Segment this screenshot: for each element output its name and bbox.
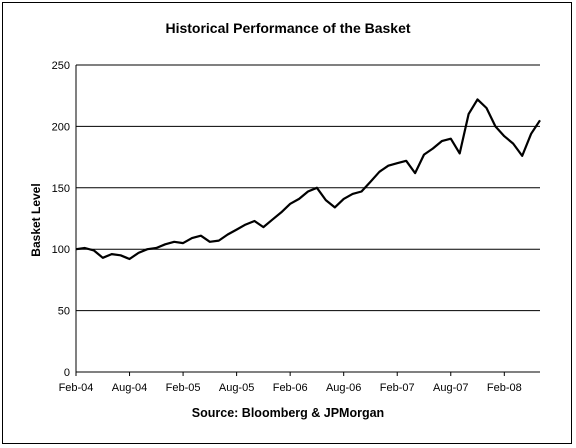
chart-frame [2, 2, 572, 444]
x-tick-label: Feb-07 [380, 382, 415, 394]
y-tick-label: 0 [64, 367, 70, 379]
x-tick-label: Feb-04 [59, 382, 94, 394]
chart-title: Historical Performance of the Basket [165, 20, 411, 36]
x-tick-label: Feb-05 [166, 382, 201, 394]
y-tick-label: 100 [52, 244, 70, 256]
y-tick-label: 250 [52, 60, 70, 72]
y-tick-label: 200 [52, 121, 70, 133]
x-tick-label: Feb-08 [487, 382, 522, 394]
chart-source: Source: Bloomberg & JPMorgan [191, 406, 385, 420]
series-line [75, 98, 541, 261]
x-tick-label: Aug-06 [326, 382, 361, 394]
y-tick-label: 150 [52, 183, 70, 195]
x-tick-label: Aug-05 [219, 382, 254, 394]
x-tick-label: Feb-06 [273, 382, 308, 394]
y-tick-label: 50 [58, 306, 70, 318]
x-tick-label: Aug-04 [112, 382, 147, 394]
x-tick-label: Aug-07 [433, 382, 468, 394]
